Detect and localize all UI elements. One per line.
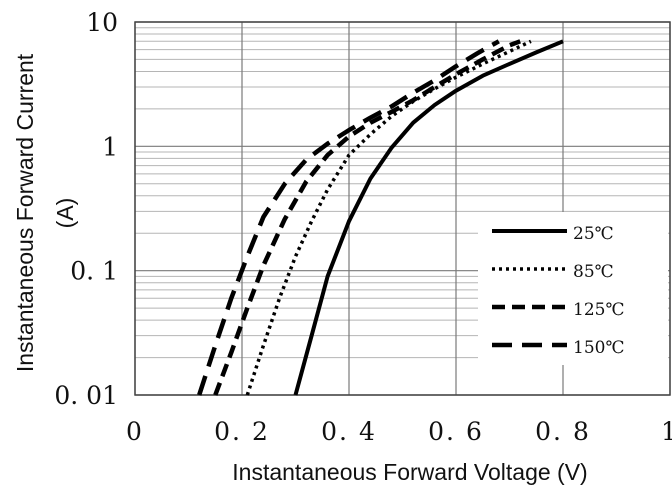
y-tick-label: 0. 1 <box>70 257 118 286</box>
y-tick-label: 1 <box>102 132 118 161</box>
x-tick-label: 0. 6 <box>428 417 484 446</box>
y-tick-labels: 0. 01 0. 1 1 10 <box>54 8 118 410</box>
x-axis-label: Instantaneous Forward Voltage (V) <box>232 459 587 485</box>
legend-label: 25℃ <box>573 224 614 244</box>
legend-box <box>478 212 668 365</box>
y-tick-label: 10 <box>86 8 118 37</box>
y-axis-label-line1: Instantaneous Forward Current <box>12 53 38 372</box>
legend-label: 85℃ <box>573 262 614 282</box>
legend-label: 125℃ <box>573 300 624 320</box>
x-tick-label: 0. 4 <box>321 417 377 446</box>
y-axis-label-line2: (A) <box>52 198 78 229</box>
x-tick-label: 0. 8 <box>535 417 591 446</box>
series-line-1 <box>293 39 564 396</box>
plot-frame <box>134 21 671 396</box>
legend-label: 150℃ <box>573 338 624 358</box>
x-tick-label: 0 <box>126 417 144 446</box>
y-tick-label: 0. 01 <box>54 381 118 410</box>
series-line-4 <box>197 39 500 396</box>
x-tick-labels: 0 0. 2 0. 4 0. 6 0. 8 1 <box>126 417 672 446</box>
series-group <box>197 39 564 396</box>
x-tick-label: 0. 2 <box>214 417 270 446</box>
series-line-2 <box>245 39 532 396</box>
legend: 25℃ 85℃ 125℃ 150℃ <box>478 212 668 365</box>
series-line-3 <box>213 39 521 396</box>
x-tick-label: 1 <box>661 417 672 446</box>
